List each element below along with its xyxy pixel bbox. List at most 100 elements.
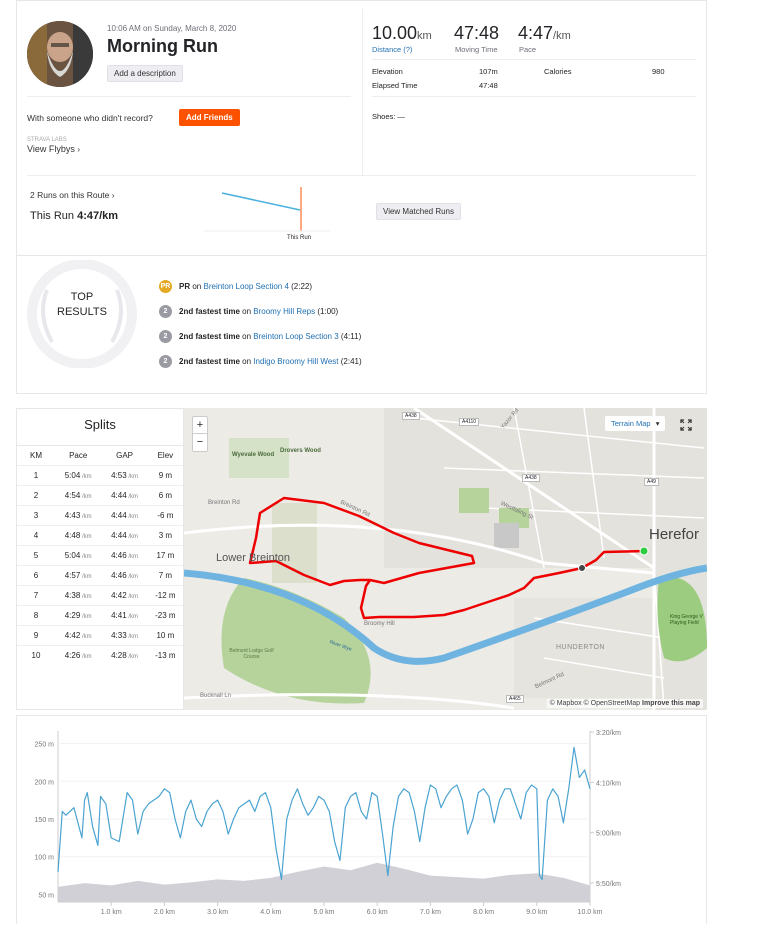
split-row[interactable]: 3 4:43 /km 4:44 /km -6 m: [17, 505, 183, 526]
pace-unit: /km: [126, 494, 139, 500]
map-label-bucknall: Bucknall Ln: [200, 693, 232, 699]
y-right-tick-label: 4:10/km: [596, 780, 621, 787]
expand-icon: [680, 419, 692, 431]
split-row[interactable]: 2 4:54 /km 4:44 /km 6 m: [17, 485, 183, 506]
result-on: on: [242, 332, 252, 341]
split-pace: 5:04 /km: [64, 551, 92, 560]
zoom-out-button[interactable]: −: [196, 436, 204, 448]
map-label-drovers: Drovers Wood: [280, 448, 321, 454]
distance-unit: km: [417, 30, 432, 42]
split-gap: 4:44 /km: [111, 511, 139, 520]
activity-datetime: 10:06 AM on Sunday, March 8, 2020: [107, 24, 237, 33]
split-row[interactable]: 5 5:04 /km 4:46 /km 17 m: [17, 545, 183, 566]
x-tick-label: 8.0 km: [473, 909, 494, 916]
top-results-panel: TOP RESULTS PR PR on Breinton Loop Secti…: [16, 256, 707, 394]
strava-labs-label: STRAVA LABS: [27, 137, 67, 143]
split-elev: 3 m: [158, 531, 173, 540]
top-results-title-line2: RESULTS: [57, 306, 107, 318]
split-gap: 4:46 /km: [111, 551, 139, 560]
view-matched-runs-button[interactable]: View Matched Runs: [376, 203, 461, 220]
y-left-tick-label: 50 m: [38, 892, 54, 899]
x-tick-label: 4.0 km: [260, 909, 281, 916]
elevation-pace-chart: 250 m 200 m 150 m 100 m 50 m 3:20/km 4:10/km 5:…: [35, 730, 622, 916]
elevation-value: 107m: [479, 67, 498, 76]
road-shield-a438: A438: [402, 412, 420, 420]
silver-medal-icon: 2: [159, 355, 172, 368]
route-trend-line: [221, 192, 301, 211]
fullscreen-icon[interactable]: [680, 418, 692, 431]
map-type-label: Terrain Map: [611, 419, 651, 428]
pace-unit: /km: [80, 574, 92, 580]
runs-on-route-link[interactable]: 2 Runs on this Route ›: [30, 190, 115, 200]
pace-unit: /km: [126, 594, 139, 600]
attribution-text[interactable]: © Mapbox © OpenStreetMap: [549, 700, 641, 707]
split-elev: 6 m: [158, 491, 173, 500]
route-map[interactable]: Wyevale Wood Drovers Wood Breinton Rd Br…: [184, 408, 707, 710]
activity-header-panel: 10:06 AM on Sunday, March 8, 2020 Mornin…: [16, 0, 707, 256]
urban-area-south: [514, 598, 664, 698]
zoom-controls: + −: [192, 416, 208, 452]
avatar[interactable]: [27, 21, 93, 87]
pace-unit: /km: [126, 514, 139, 520]
moving-time-value: 47:48: [454, 23, 500, 43]
split-km: 6: [33, 571, 39, 580]
segment-link[interactable]: Breinton Loop Section 3: [253, 332, 339, 341]
road-shield-a465: A465: [506, 695, 524, 703]
split-elev: 7 m: [158, 571, 173, 580]
y-right-tick-label: 5:50/km: [596, 881, 621, 888]
pr-medal-icon: PR: [159, 280, 172, 293]
zoom-in-button[interactable]: +: [193, 417, 207, 434]
y-right-tick-label: 3:20/km: [596, 730, 621, 737]
split-row[interactable]: 4 4:48 /km 4:44 /km 3 m: [17, 525, 183, 546]
segment-link[interactable]: Breinton Loop Section 4: [203, 282, 289, 291]
add-description-button[interactable]: Add a description: [107, 65, 183, 82]
map-label-lower-breinton: Lower Breinton: [216, 552, 290, 564]
split-pace: 4:48 /km: [64, 531, 92, 540]
split-gap: 4:46 /km: [111, 571, 139, 580]
result-time: (2:41): [340, 357, 362, 366]
top-results-title: TOP RESULTS: [47, 290, 117, 320]
runs-on-route-label: 2 Runs on this Route: [30, 190, 110, 200]
king-george-field: [657, 576, 707, 662]
add-friends-button[interactable]: Add Friends: [179, 109, 240, 126]
split-row[interactable]: 6 4:57 /km 4:46 /km 7 m: [17, 565, 183, 586]
x-tick-label: 6.0 km: [367, 909, 388, 916]
split-elev: -23 m: [155, 611, 176, 620]
view-flybys-label: View Flybys: [27, 144, 75, 154]
pace-unit: /km: [80, 614, 92, 620]
map-label-hunderton: HUNDERTON: [556, 644, 605, 651]
start-marker: [639, 546, 649, 556]
splits-header-row: KM Pace GAP Elev: [17, 445, 183, 466]
improve-map-link[interactable]: Improve this map: [642, 700, 700, 707]
split-row[interactable]: 1 5:04 /km 4:53 /km 9 m: [17, 465, 183, 486]
elevation-label: Elevation: [372, 67, 403, 76]
split-km: 1: [33, 471, 39, 480]
y-left-tick-label: 100 m: [35, 855, 55, 862]
distance-label[interactable]: Distance (?): [372, 45, 413, 54]
split-gap: 4:53 /km: [111, 471, 139, 480]
segment-link[interactable]: Broomy Hill Reps: [253, 307, 316, 316]
golf-course: [221, 578, 371, 704]
map-type-select[interactable]: Terrain Map ▾: [605, 416, 666, 431]
result-on: on: [242, 307, 252, 316]
split-km: 8: [33, 611, 39, 620]
pace-unit: /km: [80, 494, 92, 500]
x-tick-label: 1.0 km: [101, 909, 122, 916]
split-km: 10: [31, 651, 41, 661]
view-flybys-link[interactable]: View Flybys ›: [27, 144, 80, 154]
pace-unit: /km: [80, 654, 92, 661]
split-pace: 4:43 /km: [64, 511, 92, 520]
split-row[interactable]: 9 4:42 /km 4:33 /km 10 m: [17, 625, 183, 646]
segment-link[interactable]: Indigo Broomy Hill West: [253, 357, 339, 366]
pace-unit: /km: [126, 554, 139, 560]
split-row[interactable]: 8 4:29 /km 4:41 /km -23 m: [17, 605, 183, 626]
split-row[interactable]: 10 4:26 /km 4:28 /km -13 m: [17, 645, 183, 666]
top-result-item: 2 2nd fastest time on Indigo Broomy Hill…: [159, 349, 362, 374]
y-left-tick-label: 200 m: [35, 779, 55, 786]
divider-left: [27, 96, 351, 97]
pace-unit: /km: [80, 594, 92, 600]
split-row[interactable]: 7 4:38 /km 4:42 /km -12 m: [17, 585, 183, 606]
map-label-wyevale: Wyevale Wood: [232, 452, 275, 458]
result-time: (1:00): [317, 307, 339, 316]
split-km: 2: [33, 491, 39, 500]
